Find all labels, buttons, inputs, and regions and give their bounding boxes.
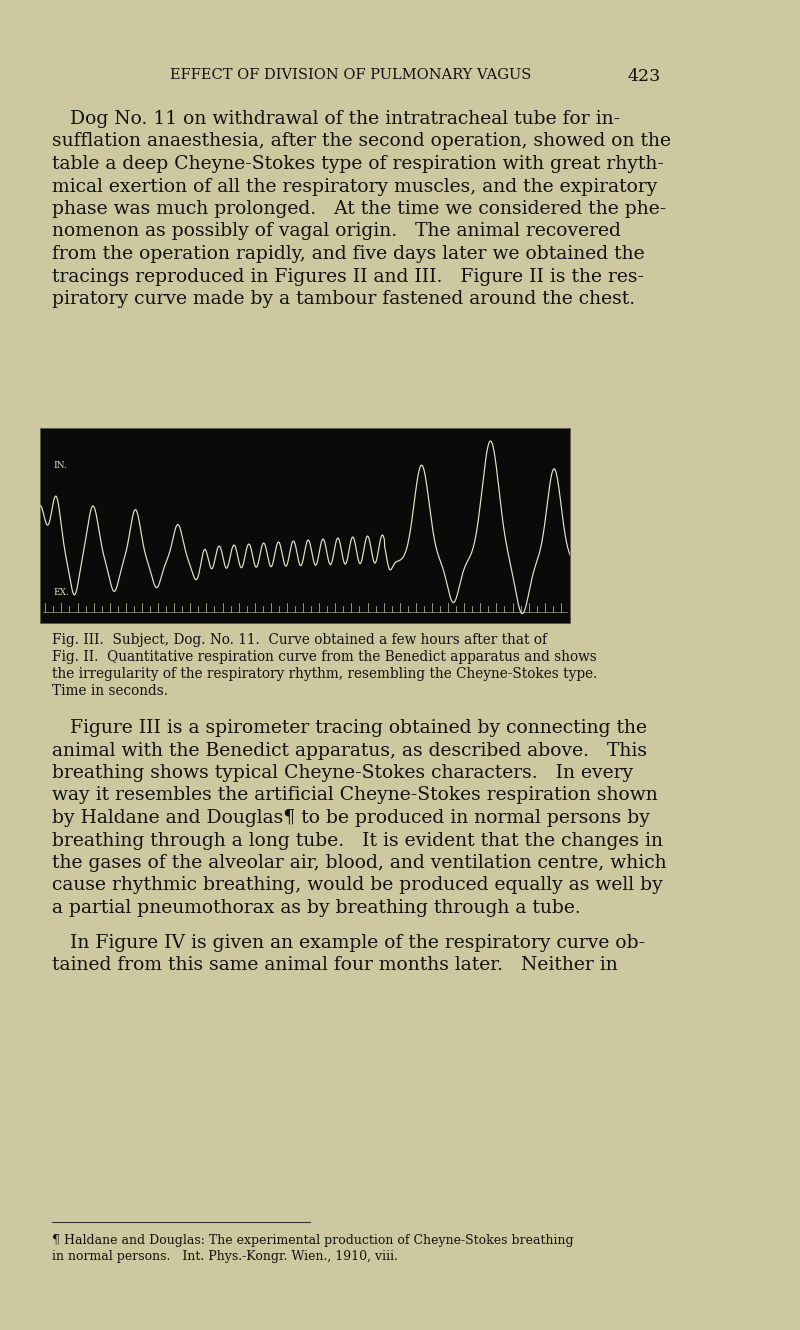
Text: Time in seconds.: Time in seconds. — [52, 684, 168, 698]
Text: EFFECT OF DIVISION OF PULMONARY VAGUS: EFFECT OF DIVISION OF PULMONARY VAGUS — [170, 68, 531, 82]
Text: nomenon as possibly of vagal origin.   The animal recovered: nomenon as possibly of vagal origin. The… — [52, 222, 621, 241]
Text: Fig. II.  Quantitative respiration curve from the Benedict apparatus and shows: Fig. II. Quantitative respiration curve … — [52, 650, 597, 664]
Text: breathing through a long tube.   It is evident that the changes in: breathing through a long tube. It is evi… — [52, 831, 663, 850]
Text: piratory curve made by a tambour fastened around the chest.: piratory curve made by a tambour fastene… — [52, 290, 635, 309]
Text: Dog No. 11 on withdrawal of the intratracheal tube for in-: Dog No. 11 on withdrawal of the intratra… — [52, 110, 620, 128]
Text: IN.: IN. — [54, 462, 67, 471]
Text: in normal persons.   Int. Phys.-Kongr. Wien., 1910, viii.: in normal persons. Int. Phys.-Kongr. Wie… — [52, 1250, 398, 1263]
Text: way it resembles the artificial Cheyne-Stokes respiration shown: way it resembles the artificial Cheyne-S… — [52, 786, 658, 805]
Text: cause rhythmic breathing, would be produced equally as well by: cause rhythmic breathing, would be produ… — [52, 876, 662, 895]
Text: breathing shows typical Cheyne-Stokes characters.   In every: breathing shows typical Cheyne-Stokes ch… — [52, 763, 633, 782]
Text: ¶ Haldane and Douglas: The experimental production of Cheyne-Stokes breathing: ¶ Haldane and Douglas: The experimental … — [52, 1234, 574, 1248]
Text: tracings reproduced in Figures II and III.   Figure II is the res-: tracings reproduced in Figures II and II… — [52, 267, 644, 286]
Text: phase was much prolonged.   At the time we considered the phe-: phase was much prolonged. At the time we… — [52, 200, 666, 218]
Text: table a deep Cheyne-Stokes type of respiration with great rhyth-: table a deep Cheyne-Stokes type of respi… — [52, 156, 664, 173]
Text: the gases of the alveolar air, blood, and ventilation centre, which: the gases of the alveolar air, blood, an… — [52, 854, 666, 872]
Bar — [40, 428, 570, 622]
Text: by Haldane and Douglas¶ to be produced in normal persons by: by Haldane and Douglas¶ to be produced i… — [52, 809, 650, 827]
Text: animal with the Benedict apparatus, as described above.   This: animal with the Benedict apparatus, as d… — [52, 742, 647, 759]
Text: from the operation rapidly, and five days later we obtained the: from the operation rapidly, and five day… — [52, 245, 645, 263]
Text: tained from this same animal four months later.   Neither in: tained from this same animal four months… — [52, 956, 618, 974]
Text: 423: 423 — [628, 68, 662, 85]
Text: Fig. III.  Subject, Dog. No. 11.  Curve obtained a few hours after that of: Fig. III. Subject, Dog. No. 11. Curve ob… — [52, 633, 547, 646]
Text: Figure III is a spirometer tracing obtained by connecting the: Figure III is a spirometer tracing obtai… — [52, 720, 647, 737]
Text: EX.: EX. — [54, 588, 69, 597]
Text: In Figure IV is given an example of the respiratory curve ob-: In Figure IV is given an example of the … — [52, 934, 645, 951]
Text: mical exertion of all the respiratory muscles, and the expiratory: mical exertion of all the respiratory mu… — [52, 177, 658, 196]
Text: a partial pneumothorax as by breathing through a tube.: a partial pneumothorax as by breathing t… — [52, 899, 581, 916]
Text: the irregularity of the respiratory rhythm, resembling the Cheyne-Stokes type.: the irregularity of the respiratory rhyt… — [52, 668, 598, 681]
Text: sufflation anaesthesia, after the second operation, showed on the: sufflation anaesthesia, after the second… — [52, 133, 671, 150]
